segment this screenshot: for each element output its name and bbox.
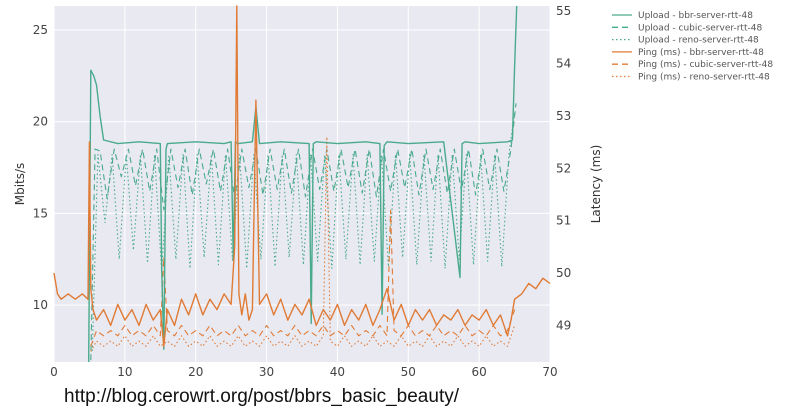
- right-tick-label: 54: [556, 57, 571, 71]
- series-line: [53, 5, 551, 347]
- series-line: [90, 209, 516, 347]
- x-axis-ticks: 0 10 20 30 40 50 60 70: [50, 365, 557, 379]
- series-line: [88, 5, 518, 363]
- right-axis-ticks: 49 50 51 52 53 54 55: [556, 4, 571, 332]
- legend-label: Upload - reno-server-rtt-48: [638, 36, 759, 46]
- right-axis-label: Latency (ms): [589, 145, 603, 224]
- legend-label: Ping (ms) - reno-server-rtt-48: [638, 73, 770, 83]
- legend-label: Upload - bbr-server-rtt-48: [638, 11, 753, 21]
- x-tick-label: 40: [330, 365, 345, 379]
- right-tick-label: 52: [556, 161, 571, 175]
- x-tick-label: 10: [117, 365, 132, 379]
- left-tick-label: 15: [33, 206, 48, 220]
- series-line: [90, 103, 517, 361]
- series-line: [90, 136, 516, 352]
- right-tick-label: 51: [556, 214, 571, 228]
- right-tick-label: 50: [556, 266, 571, 280]
- legend: Upload - bbr-server-rtt-48 Upload - cubic…: [612, 11, 773, 83]
- left-axis-ticks: 10 15 20 25: [33, 23, 48, 312]
- plot-background: [54, 6, 550, 362]
- x-tick-label: 30: [259, 365, 274, 379]
- x-tick-label: 60: [472, 365, 487, 379]
- right-tick-label: 49: [556, 318, 571, 332]
- left-tick-label: 10: [33, 298, 48, 312]
- right-tick-label: 53: [556, 109, 571, 123]
- right-tick-label: 55: [556, 4, 571, 18]
- left-axis-label: Mbits/s: [13, 163, 27, 206]
- left-tick-label: 20: [33, 115, 48, 129]
- source-url: http://blog.cerowrt.org/post/bbrs_basic_…: [64, 386, 460, 407]
- legend-label: Upload - cubic-server-rtt-48: [638, 23, 762, 33]
- grid-lines: [53, 6, 551, 362]
- series-group: [53, 5, 551, 363]
- x-tick-label: 70: [542, 365, 557, 379]
- legend-label: Ping (ms) - cubic-server-rtt-48: [638, 60, 773, 70]
- x-tick-label: 50: [401, 365, 416, 379]
- legend-label: Ping (ms) - bbr-server-rtt-48: [638, 48, 764, 58]
- left-tick-label: 25: [33, 23, 48, 37]
- x-tick-label: 20: [188, 365, 203, 379]
- x-tick-label: 0: [50, 365, 58, 379]
